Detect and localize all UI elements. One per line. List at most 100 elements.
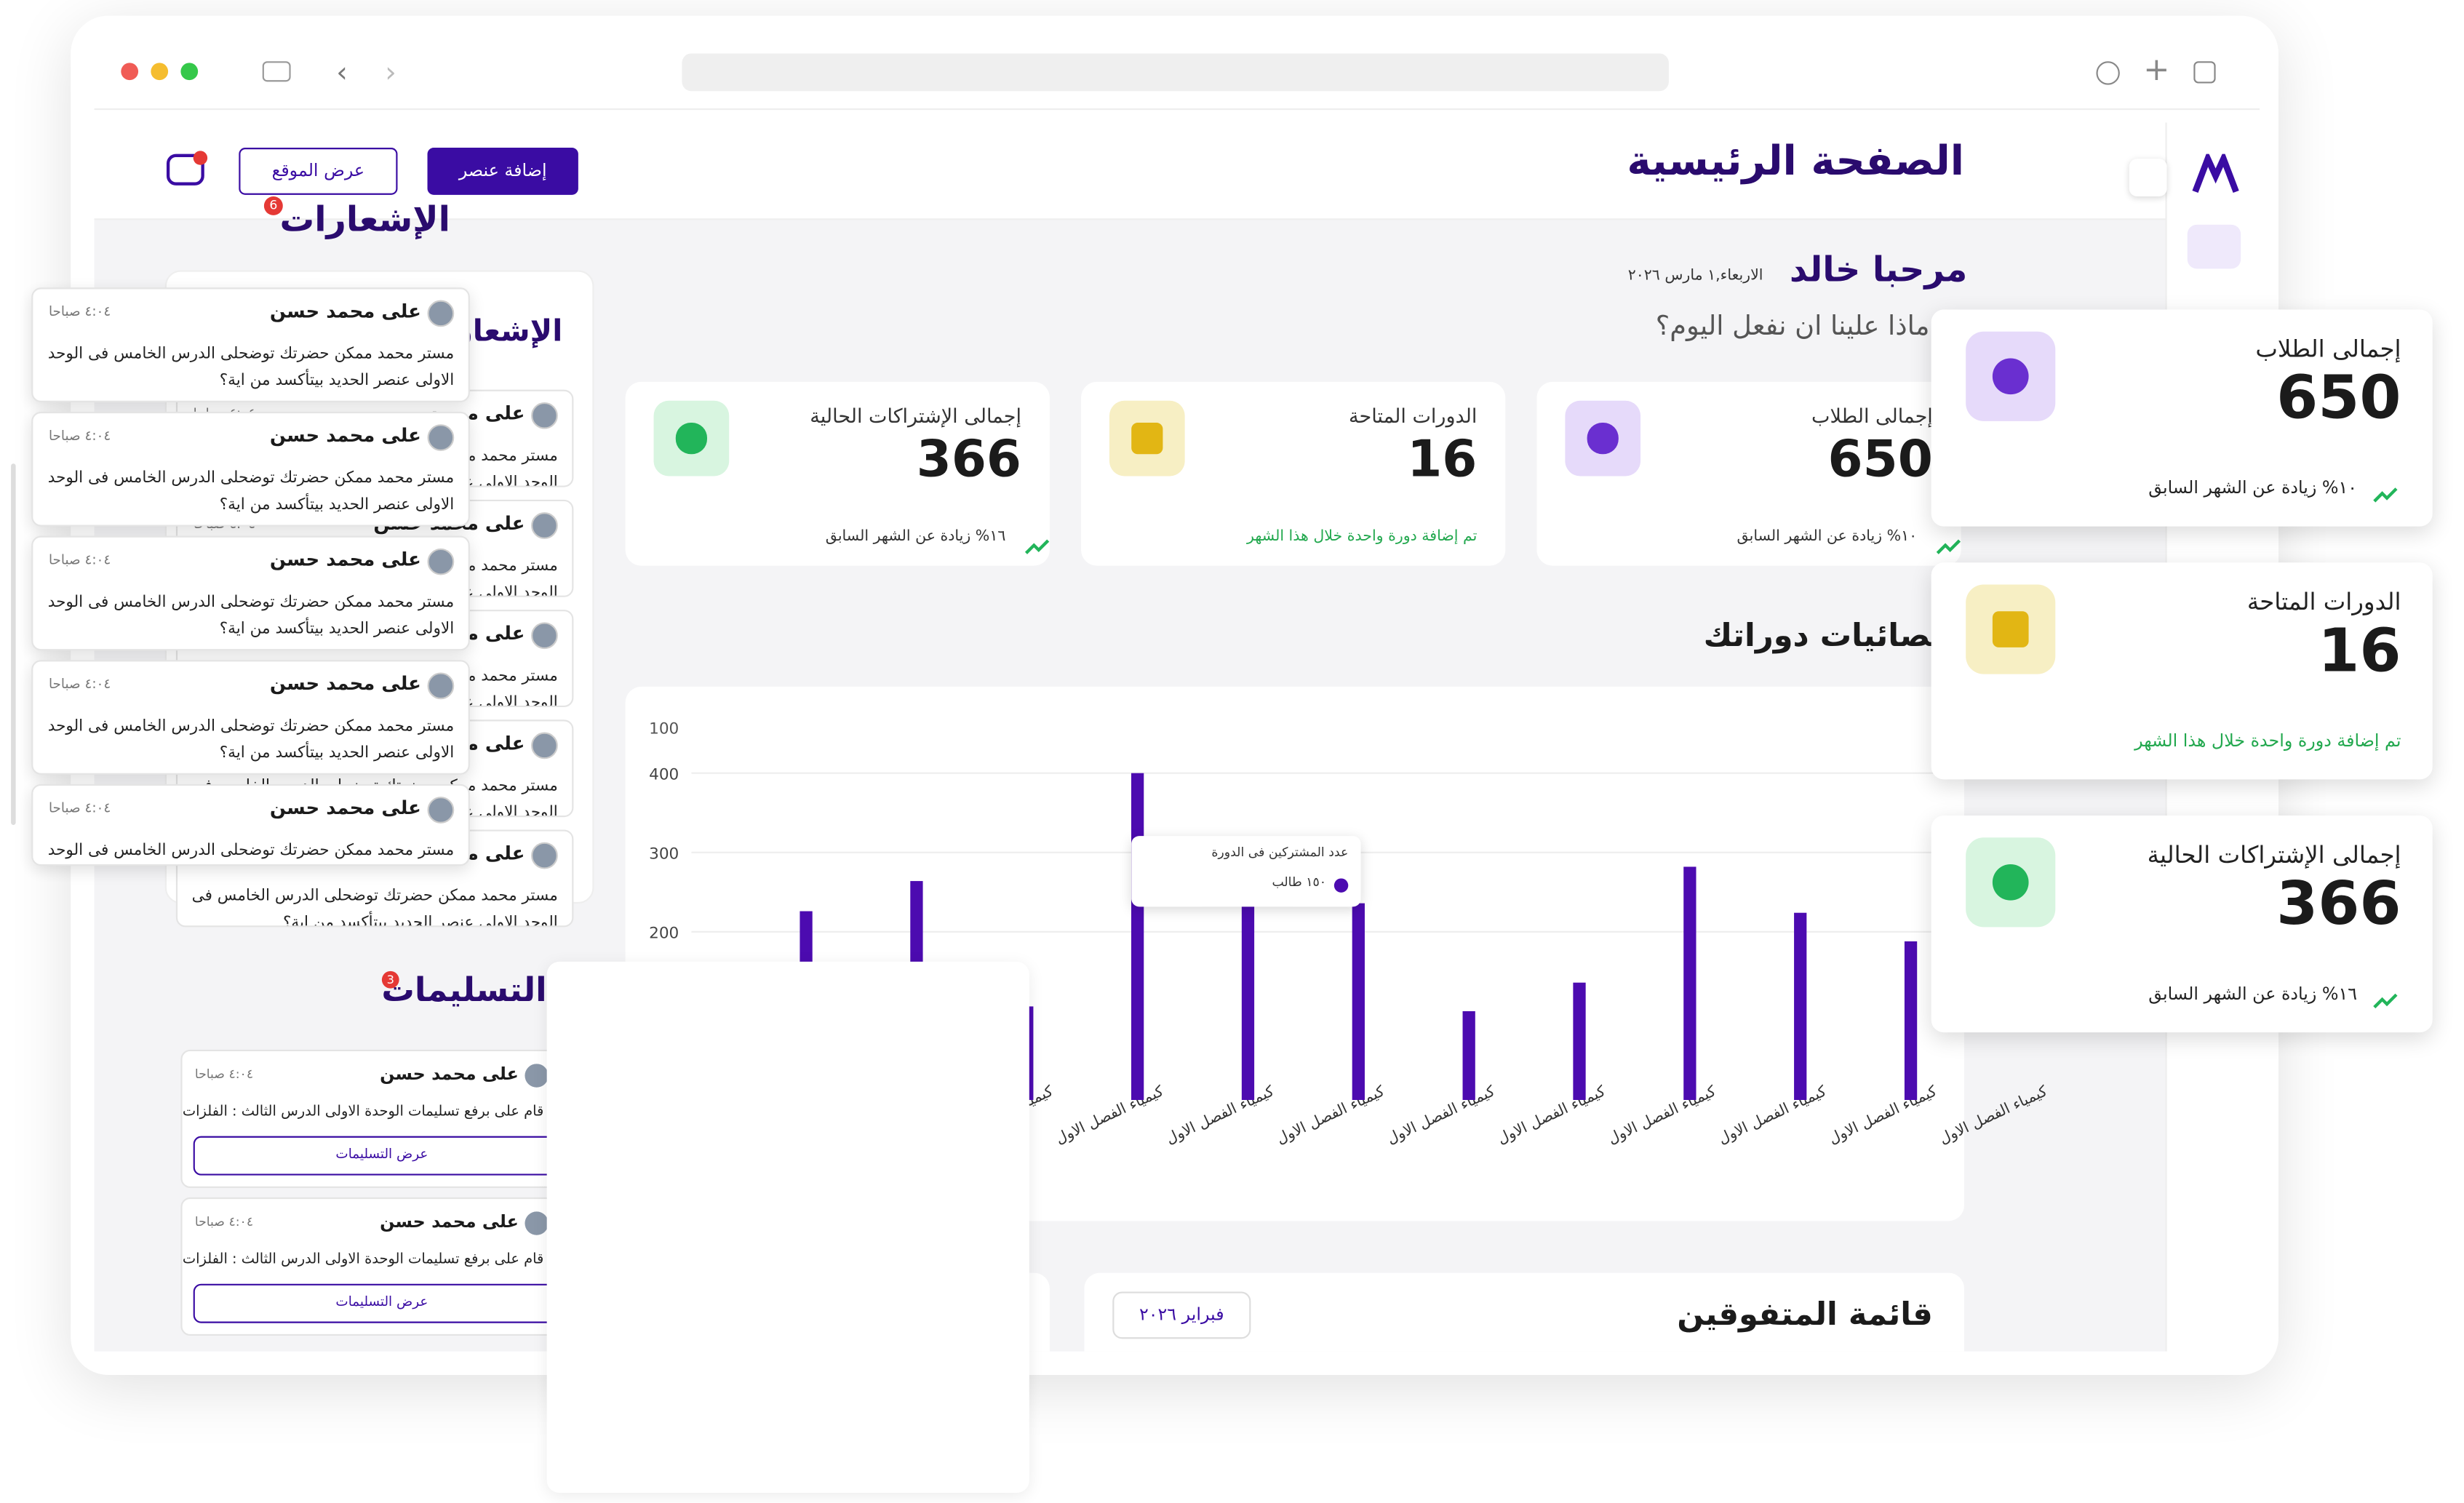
trend-svg (2373, 487, 2398, 503)
chat-icon[interactable] (166, 154, 204, 186)
new-tab-icon[interactable]: + (2143, 50, 2170, 88)
trend-line (2373, 487, 2398, 503)
x-tick-label: كيمياء الفصل الاول (1826, 1082, 1939, 1147)
notification-card: على محمد حسن ٤:٠٤ صباحا مستر محمد ممكن حضر… (31, 535, 470, 651)
trend-svg (2373, 993, 2398, 1009)
sidebar-toggle[interactable] (262, 61, 291, 82)
back-button[interactable]: ‹ (336, 56, 348, 90)
stat-icon (1966, 584, 2056, 674)
message: مستر محمد ممكن حضرتك توضحلى الدرس الخامس… (47, 594, 455, 638)
time: ٤:٠٤ صباحا (194, 1067, 254, 1082)
y-tick-label: 300 (649, 845, 679, 863)
floating-stat-card: الدورات المتاحة 16 تم إضافة دورة واحدة خلا… (1931, 562, 2433, 780)
avatar (531, 402, 558, 429)
logo (2192, 150, 2239, 195)
avatar (531, 842, 558, 869)
stat-value: 366 (916, 428, 1021, 489)
bar (1352, 903, 1365, 1100)
nav-home[interactable] (2187, 224, 2241, 269)
notification-card: على محمد حسن ٤:٠٤ صباحا مستر محمد ممكن حضر… (31, 287, 470, 402)
trend-icon (1024, 531, 1050, 554)
time: ٤:٠٤ صباحا (48, 305, 111, 321)
stat-note: ١٦% زيادة عن الشهر السابق (825, 527, 1006, 546)
time: ٤:٠٤ صباحا (48, 428, 111, 445)
bar (1131, 773, 1144, 1100)
month-select[interactable]: فبراير ٢٠٢٦ (1112, 1291, 1251, 1339)
logo-path (2192, 150, 2239, 194)
stat-icon (1966, 331, 2056, 421)
date: الاربعاء,١ مارس ٢٠٢٦ (1627, 267, 1763, 284)
time: ٤:٠٤ صباحا (48, 677, 111, 693)
stat-card: الدورات المتاحة 16 تم إضافة دورة واحدة خلا… (1081, 381, 1506, 566)
tabs-icon[interactable] (2193, 61, 2216, 84)
stat-value: 16 (1407, 428, 1478, 489)
bar (1462, 1010, 1475, 1100)
x-tick-label: كيمياء الفصل الاول (1384, 1082, 1497, 1147)
sender-name: على محمد حسن (269, 548, 421, 571)
page-title: الصفحة الرئيسية (1627, 138, 1964, 186)
stat-value: 650 (1827, 428, 1933, 489)
view-submissions-button[interactable]: عرض التسليمات (193, 1283, 571, 1323)
stat-card: إجمالى الطلاب 650 ١٠% زيادة عن الشهر الساب… (1536, 381, 1961, 566)
trend-svg (1936, 539, 1961, 554)
forward-button[interactable]: › (385, 56, 396, 90)
x-tick-label: كيمياء الفصل الاول (1053, 1082, 1166, 1147)
avatar (427, 300, 455, 327)
view-site-button[interactable]: عرض الموقع (239, 148, 398, 195)
notification-card: على محمد حسن ٤:٠٤ صباحا مستر محمد ممكن حضر… (31, 411, 470, 527)
bar (1683, 866, 1697, 1100)
stat-note: تم إضافة دورة واحدة خلال هذا الشهر (1246, 527, 1478, 546)
close-dot[interactable] (121, 63, 139, 81)
stat-icon-glyph (676, 423, 707, 454)
add-button[interactable]: إضافة عنصر (427, 148, 578, 195)
address-bar[interactable] (682, 53, 1669, 92)
avatar (427, 424, 455, 451)
view-submissions-button[interactable]: عرض التسليمات (193, 1136, 571, 1176)
stat-note: تم إضافة دورة واحدة خلال هذا الشهر (2134, 730, 2401, 752)
stat-icon-glyph (1993, 611, 2029, 647)
x-tick-label: كيمياء الفصل الاول (1715, 1082, 1829, 1147)
sender-name: على محمد حسن (269, 797, 421, 819)
avatar (525, 1064, 549, 1088)
stat-label: إجمالى الإشتراكات الحالية (2147, 840, 2401, 869)
avatar (427, 672, 455, 700)
message: مستر محمد ممكن حضرتك توضحلى الدرس الخامس… (47, 718, 455, 762)
tab-bar (94, 35, 2260, 111)
bar (1904, 941, 1918, 1100)
stat-label: الدورات المتاحة (2246, 587, 2401, 616)
collapse-button[interactable] (2129, 159, 2167, 196)
leaders-card: قائمة المتفوقين فبراير ٢٠٢٦ (1084, 1272, 1964, 1352)
overlay-panel (546, 961, 1029, 1493)
message: قام على برفع تسليمات الوحدة الاولى الدرس… (182, 1252, 544, 1269)
submissions-title: التسليمات (381, 970, 547, 1009)
avatar (531, 732, 558, 760)
message: مستر محمد ممكن حضرتك توضحلى الدرس الخامس… (47, 346, 455, 390)
time: ٤:٠٤ صباحا (48, 801, 111, 818)
sender-name: على محمد حسن (269, 672, 421, 695)
trend-icon (1936, 531, 1961, 554)
message: قام على برفع تسليمات الوحدة الاولى الدرس… (182, 1104, 544, 1121)
leaders-title: قائمة المتفوقين (1677, 1294, 1933, 1333)
submission-card: على محمد حسن ٤:٠٤ صباحا قام على برفع تسليم… (180, 1197, 574, 1336)
avatar (525, 1211, 549, 1235)
message: مستر محمد ممكن حضرتك توضحلى الدرس الخامس… (47, 469, 455, 514)
stat-card: إجمالى الإشتراكات الحالية 366 ١٦% زيادة عن… (625, 381, 1050, 566)
stat-label: إجمالى الطلاب (1811, 404, 1933, 428)
submissions-badge: 3 (381, 970, 399, 989)
trend-line (1024, 539, 1050, 554)
time: ٤:٠٤ صباحا (194, 1214, 254, 1229)
floating-stat-card: إجمالى الإشتراكات الحالية 366 ١٦% زيادة عن… (1931, 816, 2433, 1033)
time: ٤:٠٤ صباحا (48, 553, 111, 569)
avatar (427, 797, 455, 824)
sender-name: على محمد حسن (269, 300, 421, 322)
stat-value: 366 (2276, 869, 2401, 938)
bar (1794, 912, 1807, 1100)
sender-name: على محمد حسن (380, 1211, 519, 1232)
y-tick-label: 200 (649, 925, 679, 943)
stat-icon (1109, 400, 1185, 477)
notifications-badge: 6 (263, 196, 283, 215)
zoom-dot[interactable] (180, 63, 199, 81)
download-icon[interactable] (2096, 61, 2120, 85)
stat-label: الدورات المتاحة (1349, 404, 1478, 428)
minimize-dot[interactable] (151, 63, 169, 81)
